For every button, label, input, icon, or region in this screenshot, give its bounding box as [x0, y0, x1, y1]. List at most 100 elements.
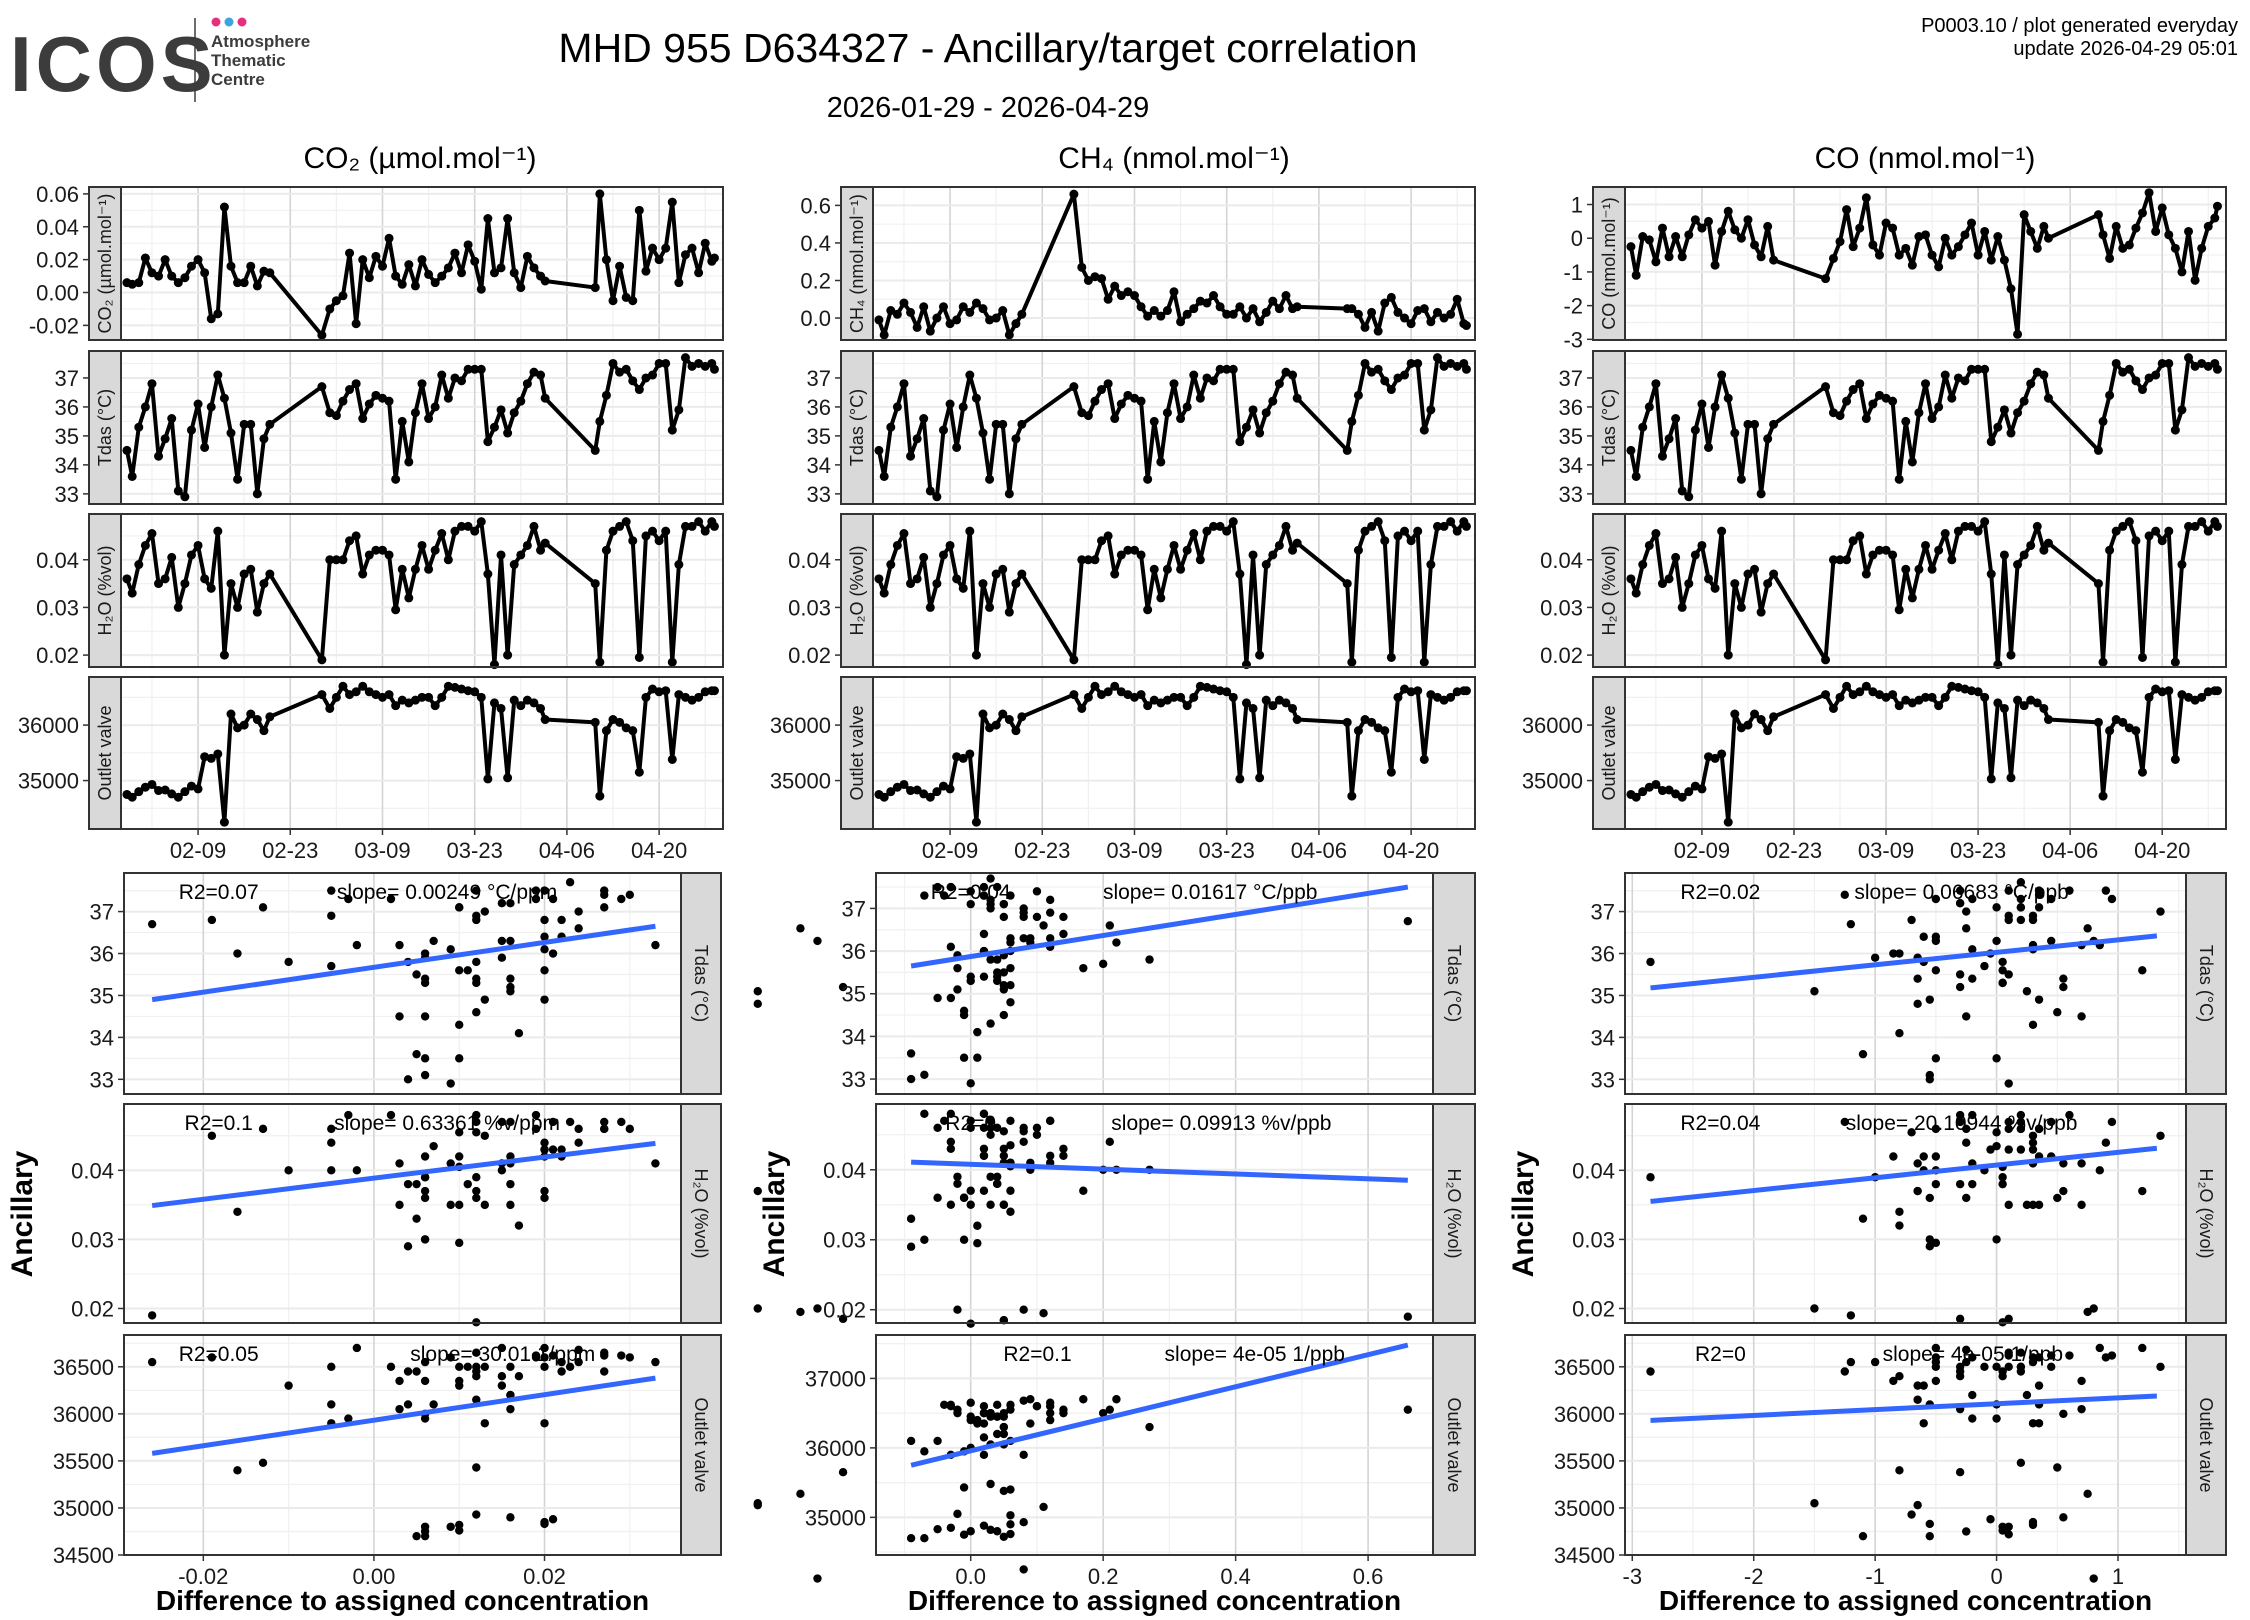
data-point [1426, 405, 1436, 415]
scatter-point [959, 1053, 969, 1062]
scatter-point [946, 1144, 956, 1153]
data-point [1261, 695, 1271, 705]
data-point [252, 607, 262, 617]
x-tick-label: 0.2 [1088, 1564, 1119, 1589]
data-point [1149, 306, 1159, 316]
scatter-point [472, 886, 481, 895]
data-point [450, 526, 460, 536]
data-point [397, 416, 407, 426]
data-point [186, 261, 196, 271]
data-point [2124, 517, 2134, 527]
data-point [648, 370, 658, 380]
scatter-point [1019, 934, 1028, 943]
data-point [1248, 405, 1258, 415]
strip-label: CO (nmol.mol⁻¹) [1599, 197, 1619, 330]
scatter-point [1931, 1353, 1941, 1362]
data-point [1763, 579, 1773, 589]
x-tick-label: 0 [1990, 1564, 2002, 1589]
strip-label: H₂O (%vol) [1599, 546, 1619, 636]
data-point [1907, 593, 1917, 603]
scatter-point [420, 1070, 430, 1080]
data-point [1202, 298, 1212, 308]
data-point [1103, 294, 1113, 304]
scatter-point [953, 1405, 962, 1414]
scatter-point [472, 1128, 481, 1137]
data-point [443, 555, 453, 565]
scatter-point [147, 919, 157, 929]
data-point [134, 560, 144, 570]
y-tick-label: 35000 [18, 769, 79, 794]
data-point [1657, 223, 1667, 233]
data-point [1235, 569, 1245, 579]
data-point [1881, 218, 1891, 228]
scatter-point [920, 1070, 929, 1080]
scatter-point [986, 1019, 995, 1028]
scatter-point [1913, 974, 1922, 983]
data-point [134, 278, 144, 288]
data-point [417, 540, 427, 550]
scatter-point [993, 955, 1002, 964]
scatter-point [2028, 1517, 2038, 1527]
scatter-point [920, 1447, 929, 1456]
scatter-point [986, 874, 995, 883]
data-point [1069, 690, 1079, 700]
data-point [661, 526, 671, 536]
scatter-point [1810, 1304, 1819, 1313]
scatter-points [1646, 878, 2165, 1088]
scatter-point [557, 1367, 566, 1376]
data-point [1419, 304, 1429, 314]
strip-label: Outlet valve [2196, 1397, 2216, 1492]
data-point [1710, 260, 1720, 270]
data-point [1248, 550, 1258, 560]
scatter-point [446, 1159, 455, 1168]
data-point [417, 692, 427, 702]
scatter-point [1913, 1159, 1922, 1168]
data-point [991, 569, 1001, 579]
scatter-point [986, 1408, 995, 1418]
scatter-point [395, 1200, 404, 1210]
data-point [1347, 657, 1357, 667]
data-point [1874, 545, 1884, 555]
y-tick-label: 35000 [53, 1496, 114, 1521]
data-point [2105, 726, 2115, 736]
scatter-point [2016, 1145, 2026, 1154]
data-point [424, 564, 434, 574]
scatter-point [973, 1221, 982, 1230]
data-point [932, 579, 942, 589]
data-point [1638, 422, 1648, 432]
data-point [397, 279, 407, 289]
data-point [1373, 364, 1383, 374]
scatter-point [1986, 1515, 1995, 1524]
data-point [1393, 692, 1403, 702]
data-point [1973, 364, 1983, 374]
scatter-point [1907, 915, 1916, 925]
scatter-point [557, 1357, 566, 1367]
data-point [1439, 313, 1449, 323]
scatter-point [1006, 1511, 1015, 1520]
data-point [483, 774, 493, 784]
scatter-point [446, 1079, 455, 1088]
data-point [654, 536, 664, 546]
logo-text: ICOS [10, 20, 217, 108]
data-point [952, 442, 962, 452]
data-point [641, 266, 651, 276]
data-point [1842, 396, 1852, 406]
scatter-point [1870, 953, 1880, 962]
data-point [1704, 574, 1714, 584]
data-point [463, 521, 473, 531]
data-point [1342, 717, 1352, 727]
data-point [971, 298, 981, 308]
data-point [1717, 749, 1727, 759]
scatter-point [1895, 1372, 1904, 1381]
scatter-point [1045, 1415, 1055, 1425]
scatter-point [455, 1152, 464, 1161]
data-point [173, 792, 183, 802]
data-point [661, 243, 671, 253]
scatter-point [1895, 1028, 1904, 1038]
scatter-point [966, 1398, 975, 1407]
scatter-point [1045, 934, 1055, 943]
data-point [1927, 564, 1937, 574]
scatter-point [506, 1404, 515, 1414]
data-point [437, 529, 447, 539]
